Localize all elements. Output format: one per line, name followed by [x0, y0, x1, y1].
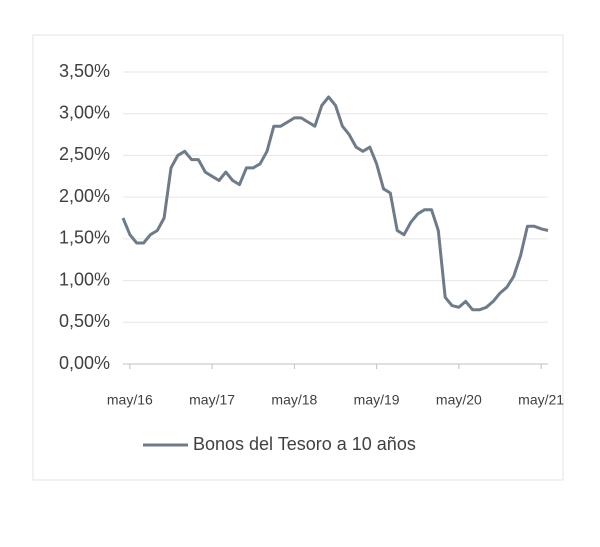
legend-label: Bonos del Tesoro a 10 años	[193, 434, 416, 454]
y-tick-label: 2,50%	[59, 144, 110, 164]
x-tick-label: may/18	[271, 392, 317, 408]
y-tick-label: 2,00%	[59, 186, 110, 206]
y-tick-label: 1,50%	[59, 228, 110, 248]
y-tick-label: 3,00%	[59, 102, 110, 122]
chart-frame	[32, 34, 564, 481]
x-tick-label: may/21	[518, 392, 564, 408]
x-tick-label: may/16	[107, 392, 153, 408]
y-tick-label: 0,50%	[59, 311, 110, 331]
x-tick-label: may/17	[189, 392, 235, 408]
y-tick-label: 1,00%	[59, 269, 110, 289]
y-tick-label: 0,00%	[59, 353, 110, 373]
y-tick-label: 3,50%	[59, 61, 110, 81]
x-tick-label: may/20	[436, 392, 482, 408]
x-tick-label: may/19	[354, 392, 400, 408]
line	[121, 95, 549, 312]
